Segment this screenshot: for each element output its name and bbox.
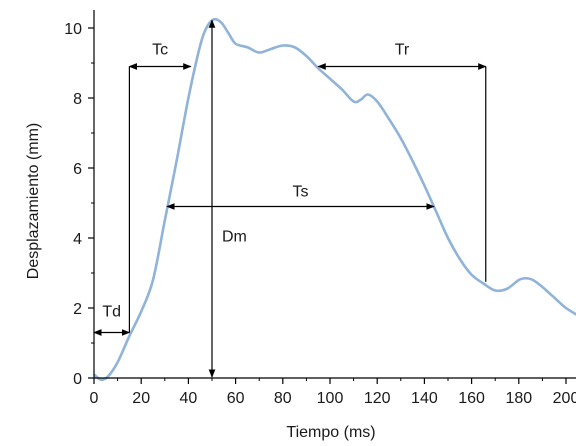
x-tick-label: 20	[132, 390, 150, 407]
x-tick-label: 100	[317, 390, 344, 407]
annotation-layer: Td Tc Tr Ts Dm	[93, 19, 487, 378]
ts-label: Ts	[293, 184, 309, 201]
y-tick-label: 6	[73, 161, 82, 178]
x-tick-label: 140	[411, 390, 438, 407]
td-label: Td	[102, 304, 121, 321]
y-tick-label: 2	[73, 301, 82, 318]
tr-label: Tr	[395, 42, 410, 59]
x-tick-label: 160	[458, 390, 485, 407]
tc-label: Tc	[152, 42, 168, 59]
x-tick-label: 120	[364, 390, 391, 407]
y-tick-label: 4	[73, 231, 82, 248]
x-tick-label: 180	[505, 390, 532, 407]
x-tick-label: 40	[180, 390, 198, 407]
x-tick-label: 60	[227, 390, 245, 407]
x-tick-label: 80	[274, 390, 292, 407]
curve-layer	[93, 17, 576, 382]
y-axis-label: Desplazamiento (mm)	[25, 123, 42, 279]
x-tick-label: 0	[90, 390, 99, 407]
displacement-curve	[93, 17, 576, 382]
x-axis-label: Tiempo (ms)	[286, 424, 375, 441]
dm-label: Dm	[222, 229, 247, 246]
y-tick-label: 8	[73, 91, 82, 108]
y-tick-label: 10	[64, 21, 82, 38]
y-tick-label: 0	[73, 371, 82, 388]
axes-layer: 0 20 40 60 80 100 120 140 160 180 200 0 2 4 6 8 10	[64, 10, 576, 407]
x-tick-label: 200	[553, 390, 576, 407]
